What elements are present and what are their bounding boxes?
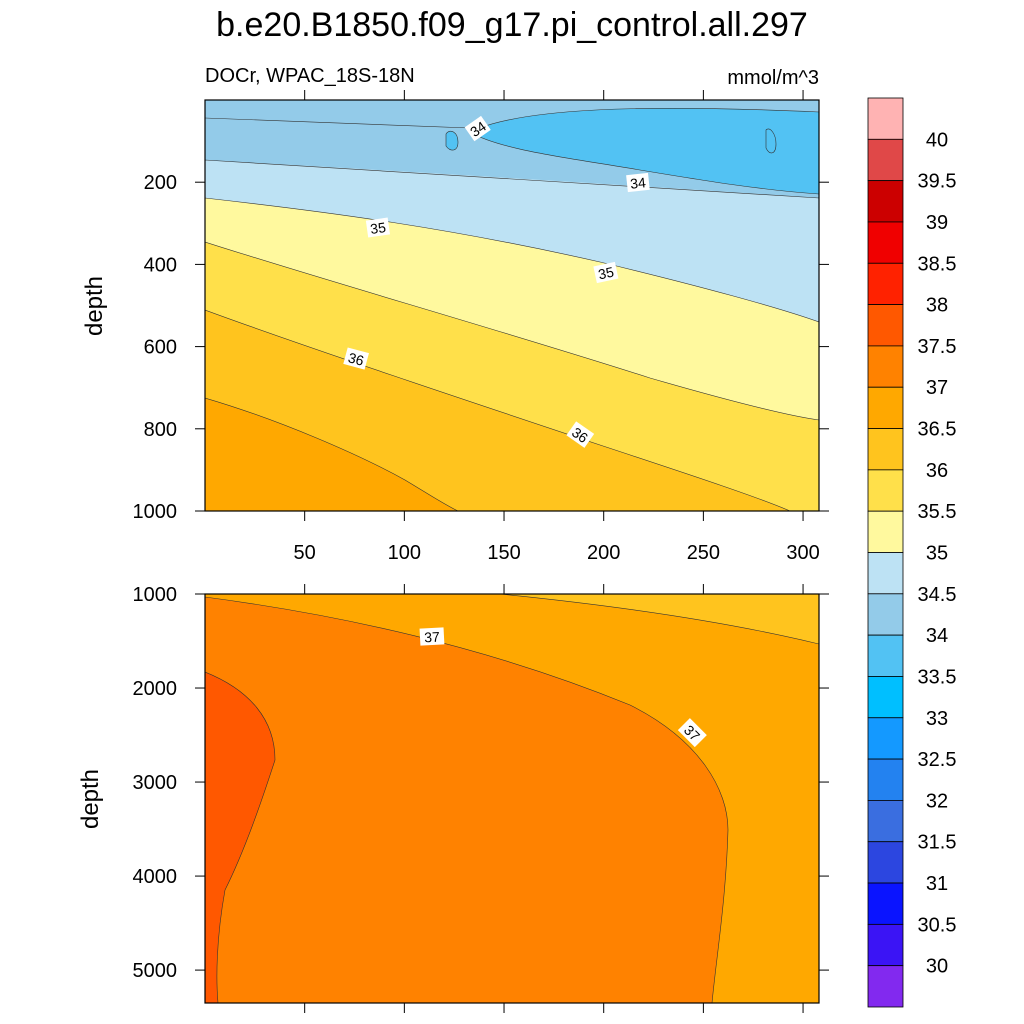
colorbar-swatch: [867, 510, 904, 553]
lower-y-axis-label: depth: [77, 769, 104, 829]
lower-plot-frame: [204, 593, 820, 1004]
colorbar-swatch: [867, 428, 904, 471]
x-tick-label: 200: [587, 542, 620, 564]
colorbar-label: 34.5: [918, 584, 957, 606]
lower-contour-fills: [205, 594, 819, 1003]
colorbar-label: 36.5: [918, 419, 957, 441]
colorbar-swatch: [867, 304, 904, 347]
x-tick-label: 50: [294, 542, 316, 564]
colorbar-label: 31: [926, 873, 948, 895]
colorbar-swatch: [867, 676, 904, 719]
y-tick-label: 200: [144, 172, 177, 194]
colorbar-label: 33.5: [918, 666, 957, 688]
fill-33.5-34-blob-b: [765, 128, 777, 154]
fill-33.5-34-core: [469, 107, 819, 195]
y-tick-label: 1000: [133, 501, 178, 523]
colorbar-label: 38.5: [918, 253, 957, 275]
fill-36-36.5-corner: [499, 594, 819, 645]
contour-label-37a: 37: [424, 629, 441, 646]
colorbar-swatch: [867, 882, 904, 925]
colorbar-label: 40: [926, 129, 948, 151]
chart-subtitle-left: DOCr, WPAC_18S-18N: [205, 65, 415, 87]
colorbar-label: 35.5: [918, 501, 957, 523]
lower-contour-labels: 37 37: [419, 627, 707, 748]
colorbar-label: 32.5: [918, 749, 957, 771]
x-tick-label: 250: [687, 542, 720, 564]
colorbar-label: 37: [926, 377, 948, 399]
colorbar-swatch: [867, 758, 904, 801]
x-tick-label: 100: [388, 542, 421, 564]
fill-36.5-37: [205, 397, 459, 511]
x-tick-label: 300: [786, 542, 819, 564]
y-tick-label: 2000: [133, 678, 178, 700]
y-tick-label: 400: [144, 254, 177, 276]
fill-37.5-38: [205, 671, 276, 1003]
colorbar-swatch: [867, 965, 904, 1008]
colorbar-label: 30: [926, 956, 948, 978]
upper-y-ticks: 200 400 600 800 1000: [133, 172, 829, 523]
lower-panel: 37 37 1000 2000 3000 4000 5000 depth: [77, 584, 829, 1013]
upper-contour-labels: 34 34 35 35 36 36: [343, 115, 650, 448]
upper-panel: 34 34 35 35 36 36 50 100 150 200: [81, 90, 829, 564]
upper-x-ticks: 50 100 150 200 250 300: [294, 90, 820, 564]
colorbar-label: 30.5: [918, 914, 957, 936]
chart-title: b.e20.B1850.f09_g17.pi_control.all.297: [216, 6, 808, 44]
colorbar: 40 39.5 39 38.5 38 37.5 37 36.5 36 35.5 35 34.5 34 33…: [867, 97, 957, 1008]
fill-37-37.5: [205, 596, 729, 1003]
colorbar-label: 32: [926, 790, 948, 812]
lower-y-ticks: 1000 2000 3000 4000 5000: [133, 584, 829, 982]
contour-label-36a: 36: [346, 349, 365, 369]
colorbar-swatch: [867, 97, 904, 140]
colorbar-swatch: [867, 386, 904, 429]
colorbar-label: 39: [926, 212, 948, 234]
colorbar-swatch: [867, 593, 904, 636]
colorbar-swatch: [867, 634, 904, 677]
colorbar-label: 36: [926, 460, 948, 482]
colorbar-swatch: [867, 717, 904, 760]
colorbar-label: 39.5: [918, 171, 957, 193]
colorbar-label: 34: [926, 625, 948, 647]
colorbar-swatch: [867, 552, 904, 595]
y-tick-label: 3000: [133, 772, 178, 794]
chart-subtitle-right: mmol/m^3: [727, 67, 819, 89]
colorbar-label: 33: [926, 708, 948, 730]
colorbar-label: 35: [926, 543, 948, 565]
colorbar-swatch: [867, 923, 904, 967]
y-tick-label: 5000: [133, 960, 178, 982]
colorbar-swatch: [867, 262, 904, 305]
colorbar-label: 38: [926, 295, 948, 317]
fill-33.5-34-blob-a: [445, 130, 459, 151]
colorbar-swatch: [867, 345, 904, 388]
upper-y-axis-label: depth: [81, 276, 108, 336]
contour-label-35b: 35: [597, 264, 616, 283]
colorbar-swatch: [867, 841, 904, 884]
contour-label-34b: 34: [629, 174, 646, 192]
colorbar-swatch: [867, 180, 904, 223]
colorbar-swatch: [867, 469, 904, 512]
colorbar-label: 31.5: [918, 832, 957, 854]
colorbar-swatch: [867, 138, 904, 182]
y-tick-label: 600: [144, 337, 177, 359]
contour-label-35a: 35: [369, 219, 387, 237]
upper-plot-frame: [204, 99, 820, 512]
y-tick-label: 4000: [133, 866, 178, 888]
contour-34-upper: [205, 117, 471, 129]
lower-x-ticks: [304, 584, 804, 1013]
upper-contour-fills: [205, 100, 819, 511]
y-tick-label: 1000: [133, 584, 178, 606]
colorbar-swatch: [867, 221, 904, 264]
colorbar-swatch: [867, 800, 904, 843]
colorbar-label: 37.5: [918, 336, 957, 358]
y-tick-label: 800: [144, 419, 177, 441]
x-tick-label: 150: [487, 542, 520, 564]
